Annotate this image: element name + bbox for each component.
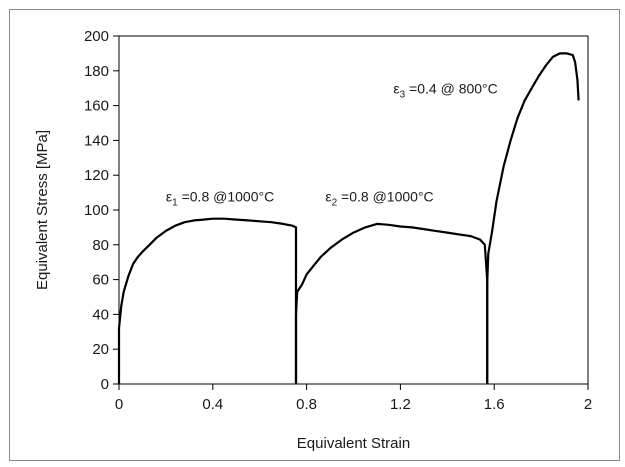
annotation-pass-2: ε2 =0.8 @1000°C bbox=[325, 188, 433, 208]
y-axis-label: Equivalent Stress [MPa] bbox=[34, 130, 51, 290]
stress-strain-chart: 0 0.4 0.8 1.2 1.6 202040608010012014016018020… bbox=[34, 28, 592, 452]
x-tick-label: 0.4 bbox=[202, 396, 223, 413]
y-tick-label: 40 bbox=[92, 306, 109, 323]
y-tick-label: 0 bbox=[101, 376, 109, 393]
annotation-pass-1: ε1 =0.8 @1000°C bbox=[166, 188, 274, 208]
y-tick-label: 140 bbox=[84, 132, 109, 149]
figure-frame: 0 0.4 0.8 1.2 1.6 2 0 20 40 60 80 100 120 140 160 180 20… bbox=[9, 9, 620, 461]
y-tick-label: 180 bbox=[84, 63, 109, 80]
series-line-2 bbox=[294, 222, 489, 384]
x-axis-label: Equivalent Strain bbox=[297, 435, 410, 452]
y-tick-label: 120 bbox=[84, 167, 109, 184]
x-tick-label: 0 bbox=[115, 396, 123, 413]
series-layer bbox=[117, 52, 580, 384]
x-tick-label: 1.6 bbox=[484, 396, 505, 413]
annotation-pass-3: ε3 =0.4 @ 800°C bbox=[393, 80, 497, 100]
series-line-1 bbox=[117, 217, 298, 384]
x-tick-label: 1.2 bbox=[390, 396, 411, 413]
y-tick-label: 20 bbox=[92, 341, 109, 358]
y-tick-label: 60 bbox=[92, 272, 109, 289]
annotation-layer: ε1 =0.8 @1000°C ε2 =0.8 @1000°C ε3 =0.4 @ … bbox=[166, 80, 498, 208]
x-tick-label: 0.8 bbox=[296, 396, 317, 413]
ticks-layer: 0 0.4 0.8 1.2 1.6 202040608010012014016018020… bbox=[84, 28, 592, 413]
x-tick-label: 2 bbox=[584, 396, 592, 413]
series-line-3 bbox=[486, 52, 580, 384]
y-tick-label: 200 bbox=[84, 28, 109, 45]
y-tick-label: 80 bbox=[92, 237, 109, 254]
y-tick-label: 160 bbox=[84, 98, 109, 115]
y-tick-label: 100 bbox=[84, 202, 109, 219]
plot-area bbox=[118, 35, 589, 385]
